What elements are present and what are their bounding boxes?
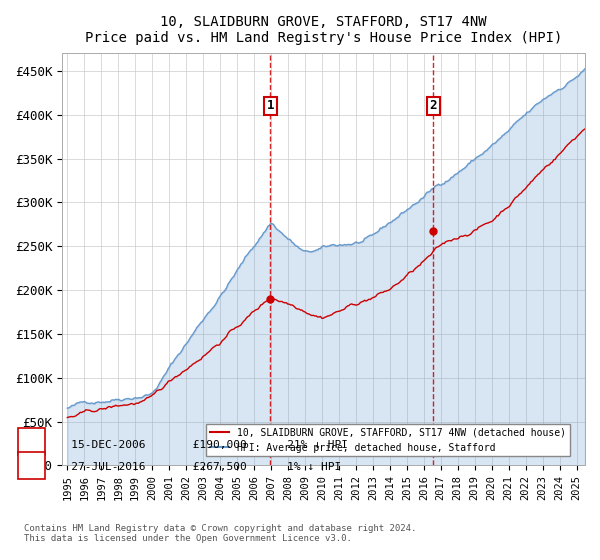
Text: 2    27-JUL-2016       £267,500      1% ↓ HPI: 2 27-JUL-2016 £267,500 1% ↓ HPI — [24, 462, 341, 472]
Title: 10, SLAIDBURN GROVE, STAFFORD, ST17 4NW
Price paid vs. HM Land Registry's House : 10, SLAIDBURN GROVE, STAFFORD, ST17 4NW … — [85, 15, 562, 45]
Text: 1: 1 — [266, 100, 274, 113]
Text: Contains HM Land Registry data © Crown copyright and database right 2024.
This d: Contains HM Land Registry data © Crown c… — [24, 524, 416, 543]
Legend: 10, SLAIDBURN GROVE, STAFFORD, ST17 4NW (detached house), HPI: Average price, de: 10, SLAIDBURN GROVE, STAFFORD, ST17 4NW … — [206, 424, 569, 456]
Text: 2: 2 — [430, 100, 437, 113]
Text: 1    15-DEC-2006       £190,000      21% ↓ HPI: 1 15-DEC-2006 £190,000 21% ↓ HPI — [24, 440, 348, 450]
